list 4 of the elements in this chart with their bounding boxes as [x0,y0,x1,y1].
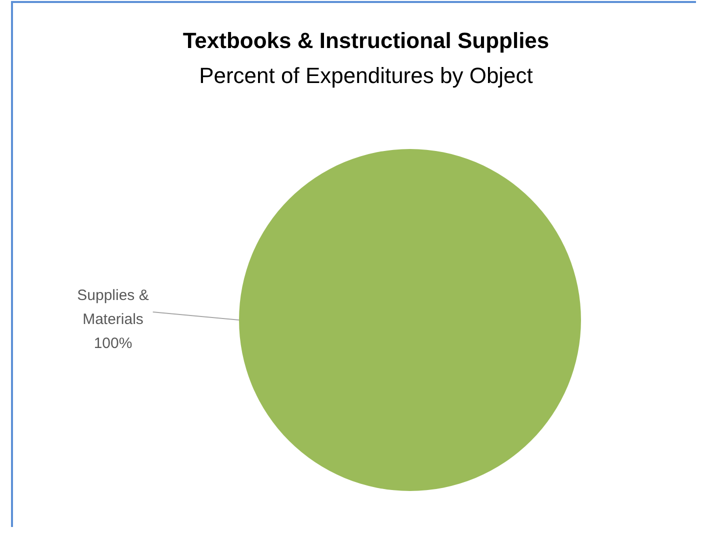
chart-title: Textbooks & Instructional Supplies [182,28,550,54]
chart-subtitle: Percent of Expenditures by Object [198,63,534,89]
slice-label: Supplies & Materials [77,287,149,328]
data-label: 100% [94,335,132,352]
